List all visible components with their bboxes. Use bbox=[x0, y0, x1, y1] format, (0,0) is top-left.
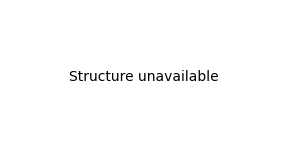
Text: Structure unavailable: Structure unavailable bbox=[69, 70, 218, 84]
